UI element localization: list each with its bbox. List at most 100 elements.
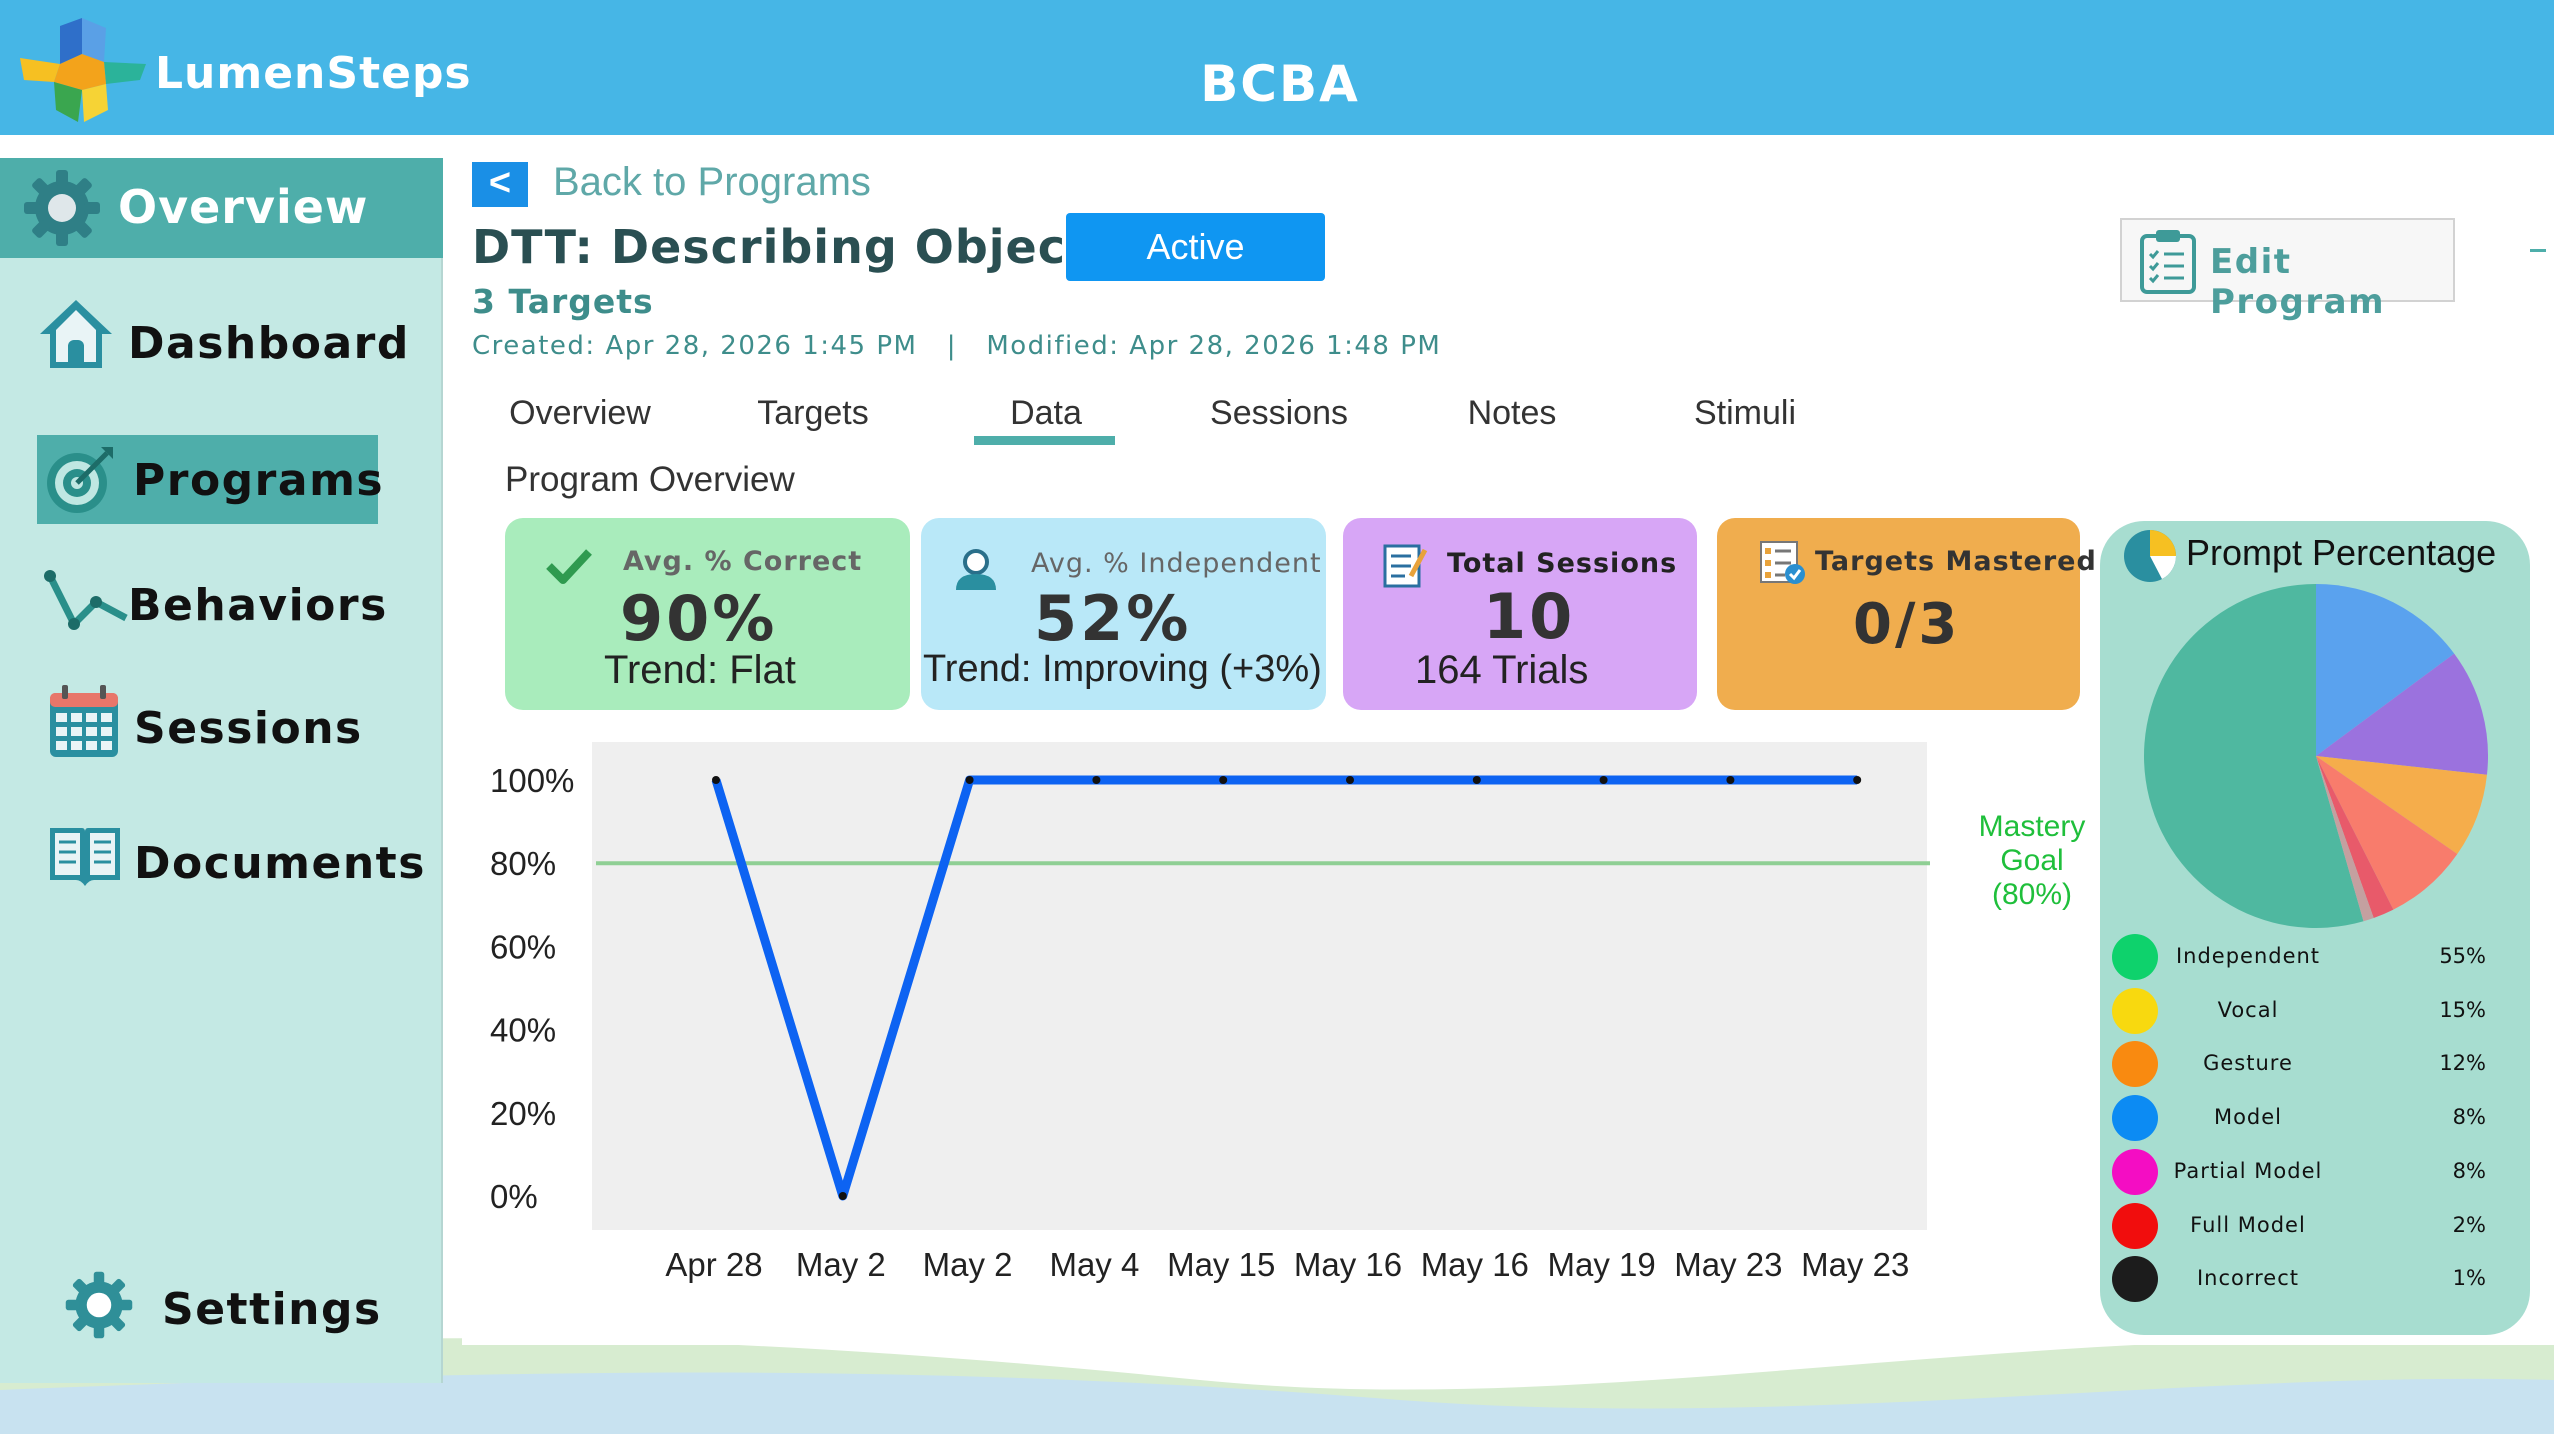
- sidebar: Overview Dashboard Programs Behaviors: [0, 158, 443, 1383]
- legend-item: Gesture 12%: [2112, 1039, 2502, 1089]
- pie-chart-icon: [2124, 530, 2176, 582]
- sidebar-item-label: Dashboard: [128, 318, 410, 369]
- data-point: [1599, 776, 1608, 784]
- card-total-sessions: Total Sessions 10 164 Trials: [1343, 518, 1697, 710]
- data-point: [1472, 776, 1481, 784]
- legend-label: Partial Model: [2173, 1158, 2323, 1183]
- tab-notes[interactable]: Notes: [1467, 394, 1557, 432]
- card-avg-independent: Avg. % Independent 52% Trend: Improving …: [921, 518, 1326, 710]
- data-point: [1853, 776, 1862, 784]
- sidebar-item-label: Documents: [134, 838, 426, 889]
- notepad-icon: [1383, 544, 1428, 588]
- program-meta: Created: Apr 28, 2026 1:45 PM | Modified…: [472, 331, 1442, 361]
- pie-slice: [2316, 584, 2455, 756]
- edit-program-label: Edit Program: [2210, 242, 2386, 322]
- x-tick-label: May 2: [923, 1246, 1013, 1283]
- sidebar-item-sessions[interactable]: Sessions: [0, 683, 443, 783]
- y-tick-label: 60%: [490, 928, 556, 965]
- pie-slice: [2316, 653, 2488, 775]
- sidebar-item-behaviors[interactable]: Behaviors: [0, 558, 443, 658]
- legend-swatch: [2112, 934, 2158, 980]
- data-point: [1346, 776, 1354, 784]
- sidebar-item-settings[interactable]: Settings: [0, 1268, 443, 1368]
- y-tick-label: 100%: [490, 762, 574, 799]
- card-value: 0/3: [1853, 592, 1961, 657]
- pie-slice: [2316, 756, 2394, 919]
- prompt-pie-chart: [2144, 584, 2488, 928]
- legend-swatch: [2112, 1095, 2158, 1142]
- sidebar-item-programs[interactable]: Programs: [37, 435, 383, 524]
- target-icon: [47, 447, 113, 513]
- edit-program-button[interactable]: Edit Program: [2120, 218, 2455, 322]
- tab-sessions[interactable]: Sessions: [1210, 394, 1348, 432]
- card-targets-mastered: Targets Mastered 0/3: [1717, 518, 2096, 710]
- back-button[interactable]: <: [472, 162, 528, 207]
- checkmark-icon: [546, 549, 592, 584]
- top-bar: LumenSteps BCBA: [0, 0, 2554, 135]
- x-tick-label: May 19: [1547, 1246, 1655, 1283]
- book-icon: [50, 828, 120, 886]
- y-tick-label: 0%: [490, 1178, 538, 1215]
- data-point: [838, 1192, 847, 1200]
- series-line: [711, 775, 1858, 1201]
- x-tick-label: May 16: [1294, 1246, 1402, 1283]
- clipboard-icon: [2140, 230, 2196, 294]
- data-point: [712, 776, 720, 784]
- calendar-icon: [50, 685, 118, 757]
- tab-targets[interactable]: Targets: [757, 394, 869, 432]
- card-value: 90%: [620, 582, 778, 655]
- legend-percent: 8%: [2452, 1105, 2486, 1130]
- legend-label: Full Model: [2190, 1212, 2306, 1237]
- legend-swatch: [2112, 1202, 2158, 1249]
- card-title: Avg. % Independent: [1031, 548, 1322, 579]
- legend-percent: 8%: [2452, 1158, 2486, 1183]
- sidebar-item-label: Behaviors: [128, 580, 388, 631]
- legend-label: Model: [2213, 1105, 2283, 1130]
- y-tick-label: 40%: [490, 1012, 556, 1049]
- legend-label: Incorrect: [2196, 1266, 2300, 1291]
- legend-percent: 1%: [2452, 1266, 2486, 1291]
- data-point: [965, 776, 974, 784]
- card-subtext: Trend: Flat: [604, 648, 796, 692]
- legend-percent: 55%: [2439, 944, 2486, 968]
- y-tick-label: 80%: [490, 845, 556, 882]
- sidebar-item-dashboard[interactable]: Dashboard: [0, 288, 443, 388]
- card-title: Avg. % Correct: [623, 546, 863, 577]
- divider: [2530, 249, 2546, 252]
- sidebar-item-label: Settings: [162, 1284, 382, 1335]
- x-tick-label: May 2: [796, 1246, 886, 1283]
- legend-percent: 15%: [2439, 997, 2486, 1022]
- legend-item: Independent 55%: [2112, 932, 2502, 982]
- sidebar-overview-header[interactable]: Overview: [0, 158, 443, 258]
- card-value: 10: [1483, 580, 1576, 653]
- status-badge: Active: [1066, 213, 1325, 281]
- legend-item: Model 8%: [2112, 1093, 2502, 1143]
- x-tick-label: Apr 28: [665, 1246, 762, 1283]
- card-subtext: Trend: Improving (+3%): [923, 648, 1322, 690]
- back-to-programs-link[interactable]: Back to Programs: [553, 160, 871, 204]
- tab-stimuli[interactable]: Stimuli: [1693, 394, 1797, 432]
- legend-label: Vocal: [2217, 997, 2279, 1022]
- legend-swatch: [2112, 1148, 2158, 1195]
- section-title: Program Overview: [505, 460, 795, 499]
- lumensteps-logo-icon: [20, 18, 146, 122]
- program-title: DTT: Describing Object: [472, 220, 1090, 274]
- legend-percent: 12%: [2439, 1051, 2486, 1076]
- legend-item: Partial Model 8%: [2112, 1147, 2502, 1197]
- mastery-goal-label: Goal: [2000, 844, 2063, 877]
- gear-icon: [65, 1271, 133, 1339]
- tab-overview[interactable]: Overview: [509, 394, 651, 432]
- sidebar-item-label: Programs: [133, 455, 385, 506]
- app-name: LumenSteps: [155, 48, 472, 99]
- tab-data[interactable]: Data: [1010, 394, 1082, 432]
- plot-area: [592, 742, 1927, 1230]
- data-point: [1092, 776, 1101, 784]
- user-icon: [956, 549, 996, 590]
- background-waves: [0, 1337, 2554, 1434]
- user-role: BCBA: [1200, 55, 1360, 113]
- sidebar-item-documents[interactable]: Documents: [0, 818, 443, 918]
- mastery-goal-label: (80%): [1992, 878, 2072, 911]
- card-value: 52%: [1034, 582, 1192, 655]
- sidebar-overview-label: Overview: [118, 180, 369, 234]
- pie-slice: [2316, 756, 2487, 855]
